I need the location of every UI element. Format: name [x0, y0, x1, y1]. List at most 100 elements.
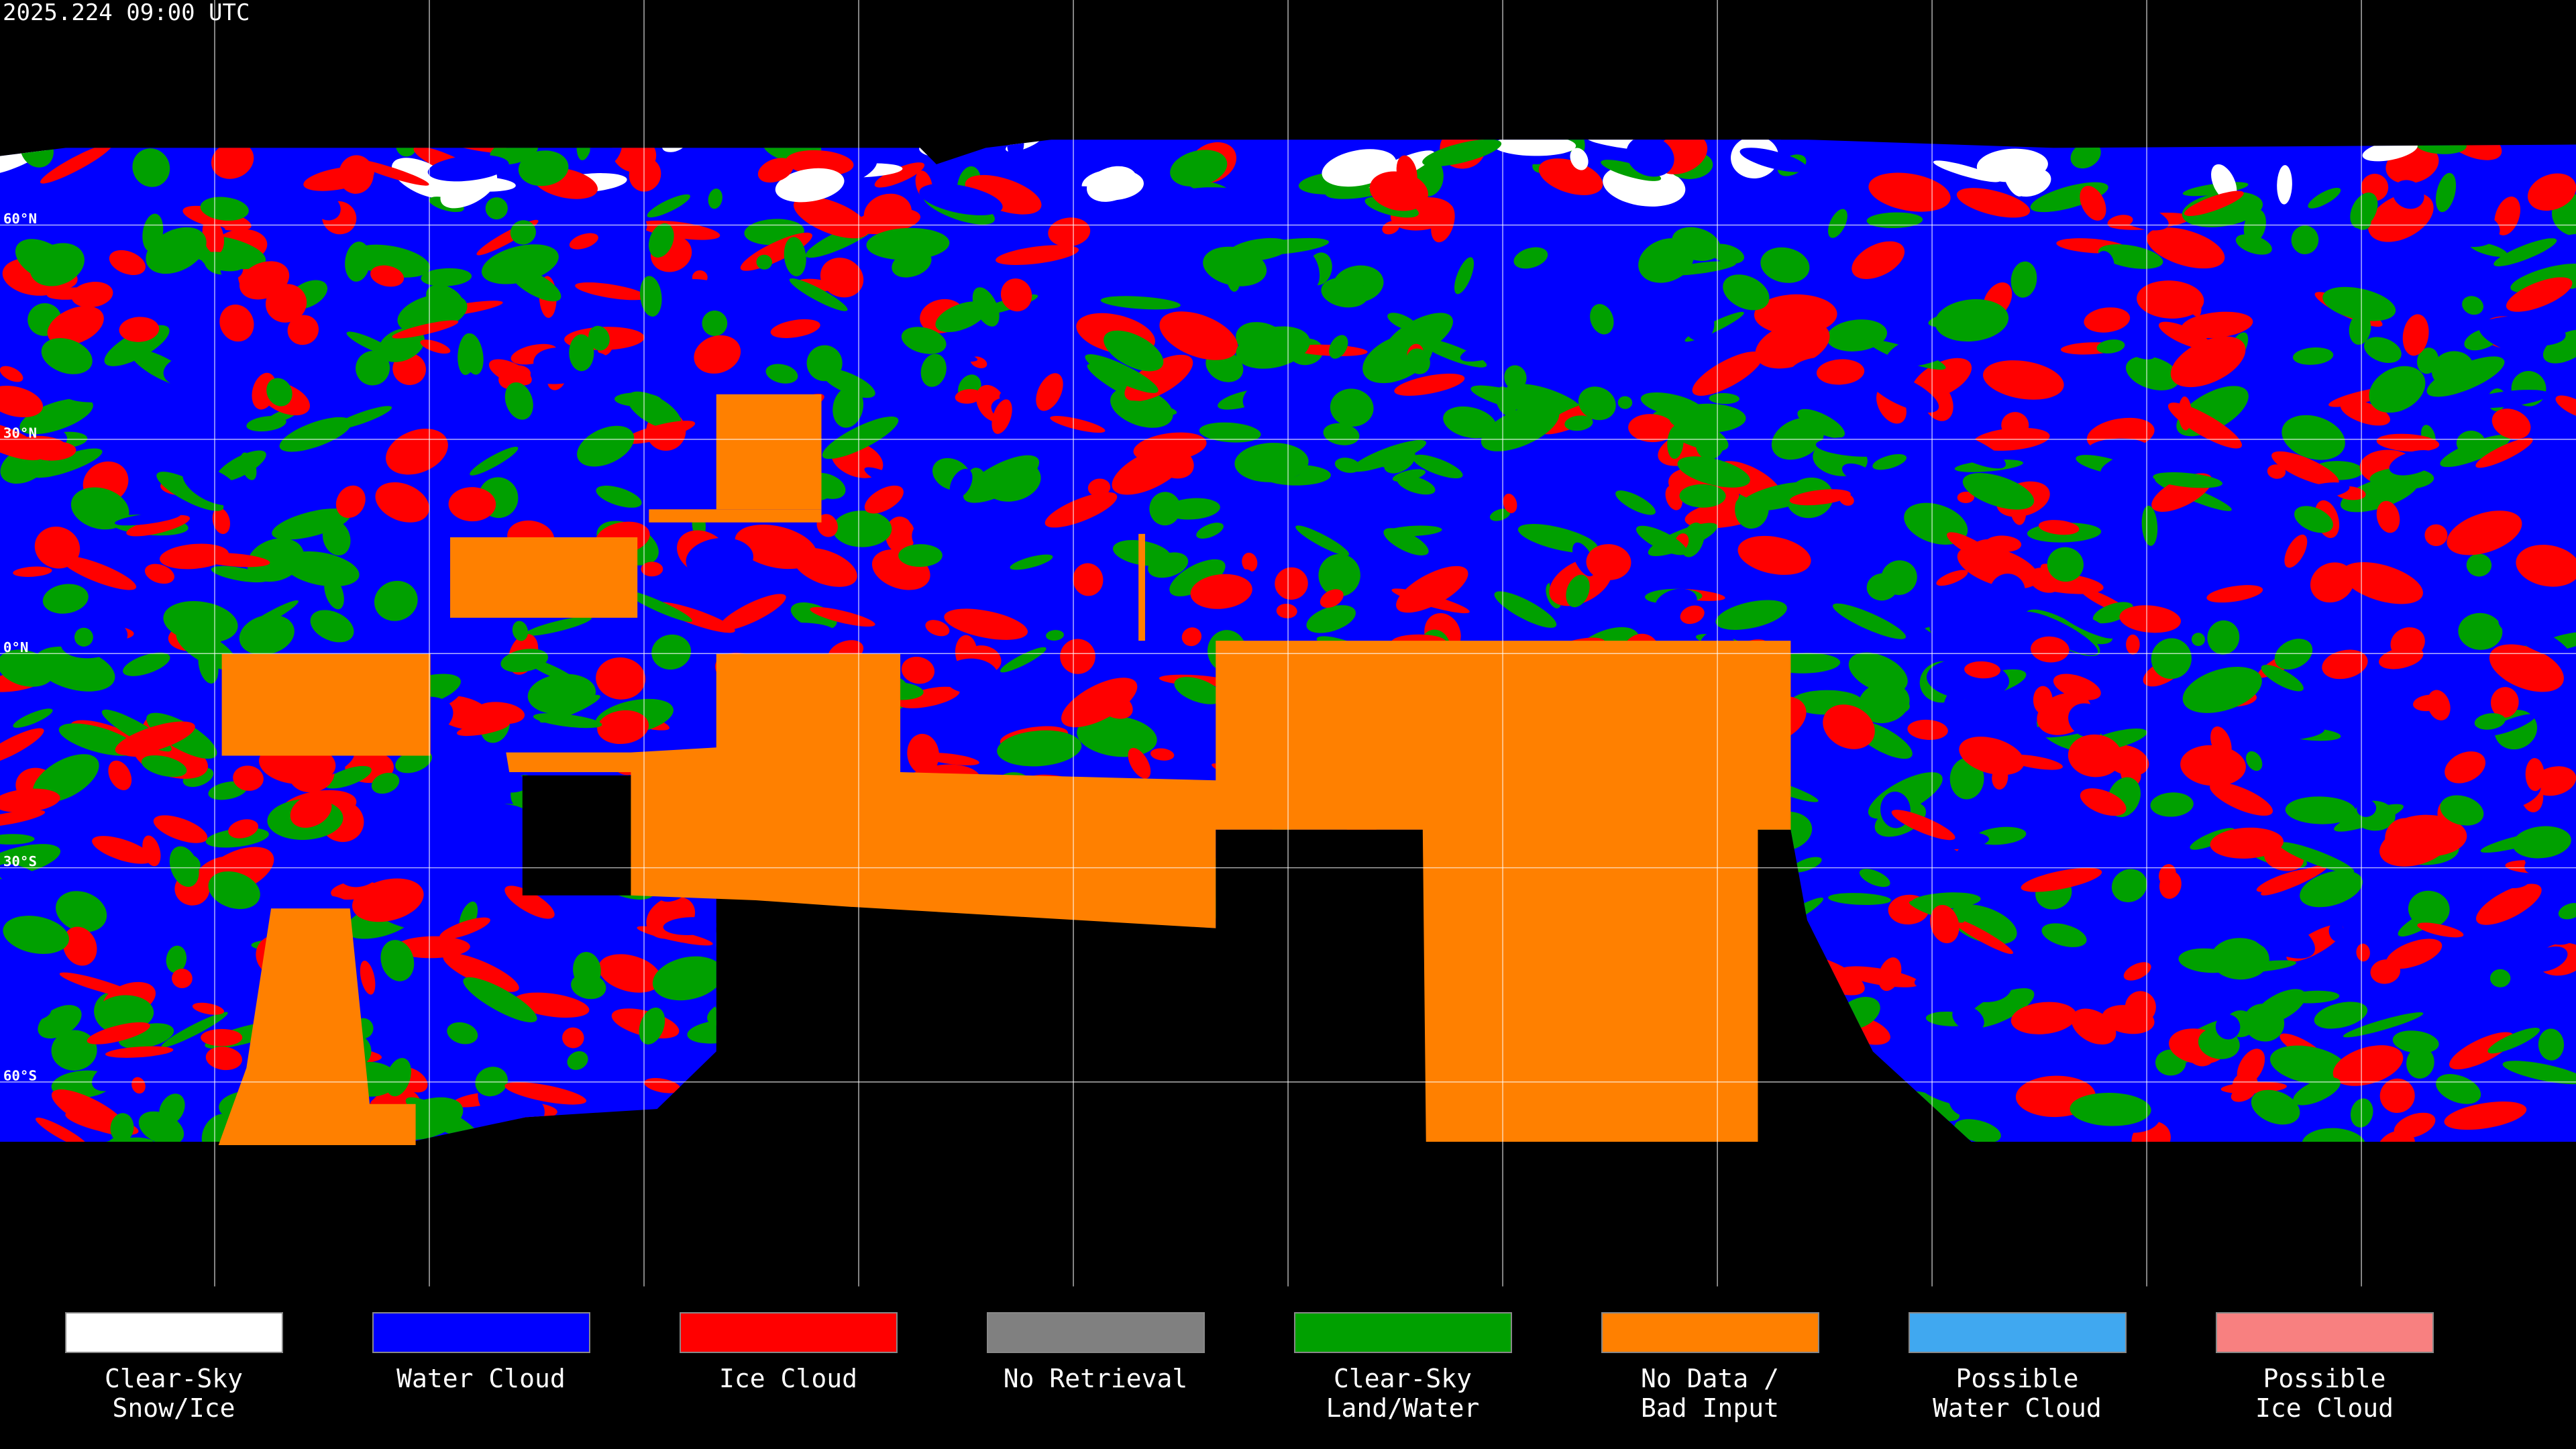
cloud-blob	[239, 614, 294, 655]
cloud-blob	[2377, 1130, 2415, 1142]
cloud-blob	[1007, 140, 1024, 158]
cloud-blob	[2389, 449, 2438, 476]
cloud-blob	[2466, 553, 2492, 577]
cloud-blob	[598, 954, 661, 993]
cloud-blob	[370, 265, 405, 287]
cloud-blob	[2267, 464, 2286, 479]
cloud-blob	[0, 649, 54, 687]
cloud-blob	[833, 511, 892, 547]
cloud-blob	[1570, 148, 1589, 170]
cloud-blob	[684, 279, 731, 293]
cloud-blob	[1073, 563, 1104, 596]
cloud-blob	[1489, 508, 1511, 521]
cloud-blob	[1827, 209, 1847, 238]
cloud-blob	[955, 508, 1015, 539]
cloud-blob	[1044, 492, 1118, 528]
cloud-blob	[2001, 412, 2029, 439]
cloud-blob	[1169, 559, 1226, 596]
cloud-blob	[2555, 395, 2576, 419]
cloud-blob	[115, 512, 181, 526]
cloud-blob	[651, 331, 704, 376]
cloud-blob	[1275, 567, 1308, 600]
cloud-blob	[462, 804, 532, 833]
legend-swatch	[1601, 1312, 1819, 1353]
cloud-blob	[925, 620, 950, 637]
cloud-blob	[1962, 473, 2035, 510]
cloud-blob	[283, 551, 360, 587]
cloud-blob	[1936, 570, 1968, 586]
cloud-blob	[216, 450, 266, 482]
cloud-blob	[1797, 409, 1845, 439]
cloud-blob	[448, 487, 496, 522]
cloud-blob	[2474, 713, 2506, 730]
cloud-blob	[1976, 148, 2048, 182]
cloud-blob	[2021, 867, 2102, 892]
no-data-region	[218, 908, 416, 1145]
cloud-blob	[1228, 237, 1291, 262]
cloud-blob	[2272, 379, 2355, 409]
cloud-blob	[1634, 178, 1679, 195]
latitude-label: 30°N	[3, 425, 37, 441]
cloud-blob	[1383, 528, 1429, 556]
cloud-blob	[2481, 316, 2566, 346]
cloud-blob	[2476, 883, 2542, 925]
cloud-blob	[2316, 961, 2355, 981]
cloud-blob	[596, 485, 642, 508]
cloud-blob	[105, 1046, 174, 1058]
cloud-blob	[2491, 409, 2531, 439]
cloud-blob	[2300, 870, 2363, 908]
cloud-blob	[1695, 429, 1724, 460]
cloud-blob	[1299, 251, 1320, 288]
cloud-blob	[2057, 608, 2115, 639]
cloud-blob	[2038, 520, 2080, 535]
latitude-label: 60°N	[3, 211, 37, 227]
cloud-blob	[1422, 140, 1502, 167]
cloud-blob	[1931, 429, 2006, 469]
cloud-blob	[1190, 574, 1252, 609]
cloud-blob	[2206, 585, 2263, 603]
cloud-blob	[476, 702, 525, 724]
cloud-blob	[2243, 209, 2266, 244]
cloud-blob	[246, 416, 286, 432]
cloud-blob	[517, 1059, 547, 1079]
cloud-blob	[2292, 347, 2334, 365]
no-data-region	[221, 653, 431, 756]
map: 60°N 30°N 0°N 30°S 60°S	[0, 0, 2576, 1287]
cloud-blob	[1199, 422, 1261, 443]
latitude-label: 30°S	[3, 853, 37, 869]
cloud-blob	[172, 968, 193, 989]
cloud-blob	[176, 854, 201, 875]
cloud-blob	[291, 458, 345, 488]
cloud-blob	[391, 158, 455, 199]
cloud-blob	[1842, 463, 1876, 484]
cloud-blob	[1394, 373, 1465, 396]
cloud-blob	[345, 241, 371, 282]
cloud-blob	[2349, 313, 2371, 345]
cloud-blob	[866, 227, 950, 260]
cloud-blob	[1907, 719, 1948, 741]
cloud-blob	[324, 765, 372, 789]
cloud-blob	[272, 508, 351, 540]
cloud-blob	[13, 566, 52, 577]
graticule	[0, 0, 2576, 1287]
cloud-blob	[392, 320, 459, 339]
cloud-blob	[919, 183, 1003, 215]
cloud-blob	[1077, 715, 1157, 757]
cloud-blob	[2126, 634, 2140, 655]
cloud-blob	[427, 154, 509, 182]
cloud-blob	[1412, 454, 1463, 479]
cloud-blob	[2379, 647, 2424, 669]
cloud-blob	[535, 932, 588, 971]
cloud-blob	[1872, 453, 1907, 470]
cloud-blob	[386, 429, 448, 475]
cloud-blob	[1638, 238, 1694, 283]
cloud-blob	[159, 543, 229, 570]
cloud-blob	[95, 995, 154, 1031]
cloud-blob	[219, 305, 254, 342]
cloud-blob	[1329, 335, 1348, 359]
cloud-blob	[2068, 734, 2123, 777]
no-data-region	[649, 509, 822, 523]
cloud-blob	[456, 721, 510, 737]
cloud-blob	[1095, 691, 1133, 719]
